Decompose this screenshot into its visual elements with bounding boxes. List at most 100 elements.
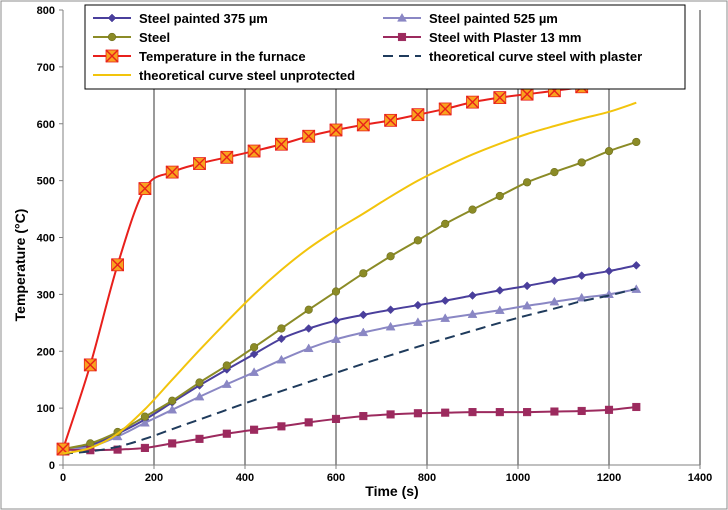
data-point	[577, 158, 586, 167]
x-tick-label: 1400	[688, 472, 712, 484]
data-point-cross-b	[438, 102, 452, 116]
data-point	[195, 434, 204, 443]
x-tick-label: 600	[327, 472, 345, 484]
data-point	[577, 406, 586, 416]
x-tick-label: 200	[145, 472, 163, 484]
data-point	[523, 408, 532, 417]
data-point	[138, 182, 152, 196]
legend: Steel painted 375 µm Steel painted 525 µm…	[84, 4, 686, 90]
series-line-2	[62, 288, 637, 451]
data-point	[86, 446, 95, 455]
data-point	[577, 271, 587, 280]
data-point	[331, 414, 341, 423]
data-point	[468, 291, 477, 300]
data-point	[331, 334, 341, 343]
data-point-cross-b	[302, 129, 316, 143]
data-point	[467, 309, 478, 318]
legend-item: Steel	[93, 30, 170, 45]
data-point	[277, 324, 286, 333]
data-point	[277, 422, 286, 431]
data-point	[222, 361, 231, 370]
data-point	[249, 367, 260, 376]
data-point-cross-b	[56, 442, 70, 456]
data-point	[604, 146, 614, 156]
legend-item: Steel painted 525 µm	[383, 11, 558, 26]
data-point	[385, 321, 396, 331]
data-point	[494, 305, 505, 314]
legend-label: Temperature in the furnace	[139, 49, 306, 64]
legend-item: theoretical curve steel unprotected	[93, 68, 355, 83]
data-point	[411, 108, 425, 122]
data-point	[304, 418, 313, 427]
data-point-cross-b	[493, 91, 507, 105]
data-point-cross-b	[138, 182, 152, 196]
data-point	[466, 95, 479, 109]
data-point	[438, 102, 452, 116]
data-point	[250, 343, 259, 352]
legend-marker	[397, 12, 407, 22]
data-point	[139, 417, 150, 427]
data-point	[304, 324, 314, 333]
data-point	[495, 408, 504, 417]
data-point-cross-b	[329, 123, 343, 137]
series-line-6	[62, 287, 637, 455]
data-point-cross-b	[193, 157, 206, 171]
data-point	[550, 167, 559, 177]
data-point	[274, 137, 288, 151]
data-point	[358, 327, 369, 337]
data-point	[220, 150, 234, 164]
data-point	[632, 402, 641, 412]
x-tick-label: 400	[236, 472, 254, 484]
data-point	[167, 404, 178, 414]
data-point	[359, 412, 368, 421]
series-line-1	[62, 264, 637, 451]
legend-marker	[105, 49, 119, 63]
legend-label: Steel painted 525 µm	[429, 11, 558, 26]
data-point	[193, 157, 206, 171]
legend-item: Temperature in the furnace	[93, 49, 306, 64]
data-point	[303, 343, 314, 353]
data-point	[168, 396, 177, 405]
data-point	[632, 137, 641, 147]
data-point	[413, 236, 423, 245]
data-point-cross-b	[220, 150, 234, 164]
legend-label: theoretical curve steel with plaster	[429, 49, 642, 64]
data-point	[140, 412, 149, 421]
y-tick-label: 200	[37, 346, 55, 358]
series-line-7	[62, 101, 637, 455]
data-point	[56, 442, 70, 456]
data-point	[195, 378, 204, 387]
legend-marker	[107, 32, 117, 42]
data-point-cross-b	[356, 118, 370, 132]
data-point	[249, 349, 259, 359]
data-point	[440, 296, 450, 305]
data-point-cross-b	[111, 258, 125, 272]
x-tick-label: 1200	[597, 472, 621, 484]
legend-marker-cross-b	[105, 49, 119, 63]
data-point-cross-b	[384, 113, 398, 127]
data-point	[631, 261, 641, 270]
data-point	[302, 129, 316, 143]
data-point	[359, 269, 368, 278]
data-point	[221, 379, 232, 388]
data-point-cross-b	[520, 87, 534, 101]
x-axis-title: Time (s)	[365, 483, 418, 499]
y-tick-label: 100	[37, 403, 55, 415]
data-point	[304, 305, 313, 314]
data-point	[495, 191, 504, 201]
data-point	[331, 287, 341, 296]
data-point	[111, 258, 125, 272]
data-point	[441, 408, 450, 417]
data-point	[194, 391, 205, 401]
x-tick-label: 0	[60, 472, 66, 484]
y-tick-label: 500	[37, 176, 55, 188]
data-point	[356, 118, 370, 132]
legend-item: Steel painted 375 µm	[93, 11, 268, 26]
y-tick-label: 400	[37, 233, 55, 245]
data-point	[522, 281, 532, 291]
data-point	[440, 313, 451, 322]
data-point	[140, 443, 149, 452]
data-point	[413, 300, 423, 310]
y-tick-label: 300	[37, 289, 55, 301]
